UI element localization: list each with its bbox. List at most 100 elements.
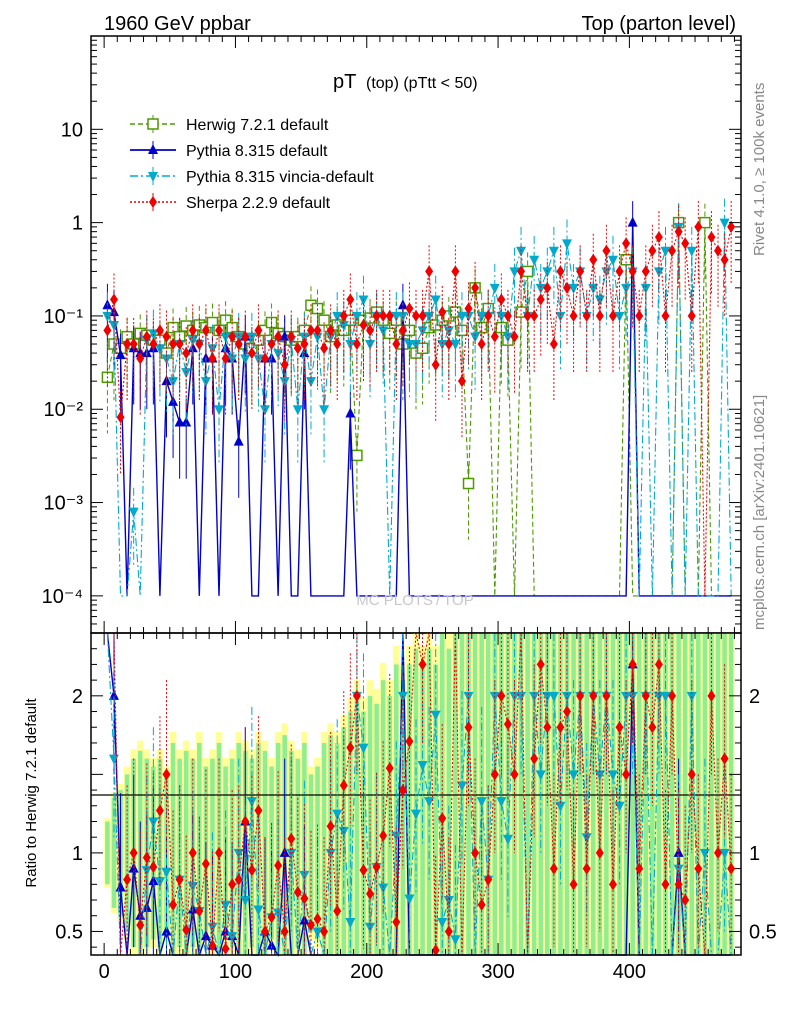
data-point <box>279 377 290 388</box>
data-point <box>471 281 480 294</box>
data-point <box>627 216 638 227</box>
data-point <box>214 405 225 416</box>
ratio-point <box>188 846 197 859</box>
ratio-point <box>312 927 323 938</box>
ratio-point <box>148 875 159 886</box>
band-green <box>321 742 327 955</box>
ratio-point <box>299 914 310 925</box>
data-point <box>588 283 599 294</box>
ratio-point <box>556 721 565 734</box>
ratio-point <box>260 925 269 938</box>
ratio-point <box>169 898 178 911</box>
data-point <box>464 302 473 315</box>
data-point <box>509 267 520 278</box>
band-green <box>728 633 734 955</box>
data-point <box>267 338 276 351</box>
ratio-point <box>430 710 441 721</box>
ratio-point <box>306 919 315 932</box>
data-point <box>391 311 402 322</box>
ratio-point <box>332 809 343 820</box>
ratio-point <box>142 851 151 864</box>
x-tick-label: 200 <box>350 961 383 983</box>
data-point <box>411 340 421 351</box>
data-point <box>300 338 309 351</box>
data-point <box>523 309 532 322</box>
data-point <box>181 368 192 379</box>
main-series-layer <box>101 198 736 597</box>
series-1 <box>102 201 732 597</box>
ratio-point <box>279 846 290 857</box>
ratio-point <box>215 846 224 859</box>
ratio-point <box>339 779 348 792</box>
data-point <box>714 244 723 257</box>
band-green <box>518 633 524 955</box>
ratio-point <box>719 848 730 859</box>
data-point <box>116 411 125 424</box>
band-green <box>105 821 110 885</box>
data-point <box>543 281 552 294</box>
ratio-point <box>589 689 598 702</box>
ratio-point <box>287 832 296 845</box>
data-point <box>149 338 158 351</box>
band-green <box>682 633 688 955</box>
ratio-point <box>155 804 164 817</box>
data-point <box>372 309 381 322</box>
data-point <box>142 330 151 343</box>
data-point <box>313 324 322 337</box>
data-point <box>136 352 145 365</box>
ratio-point <box>326 820 335 833</box>
ratio-point <box>313 912 322 925</box>
ratio-point <box>563 705 572 718</box>
ratio-point <box>346 741 355 754</box>
main-panel: MC PLOTS / TOP 10 1 10⁻¹ 10⁻² 10⁻³ 10⁻⁴ pT (t… <box>42 35 742 634</box>
data-point <box>274 330 283 343</box>
data-point <box>699 216 711 229</box>
data-point <box>450 340 461 351</box>
ratio-y-tick-label-left: 2 <box>72 686 83 708</box>
ratio-point <box>108 754 119 765</box>
ratio-panel: 2 2 1 1 0.5 0.5 Ratio to Herwig 7.2.1 default <box>23 632 777 958</box>
data-point <box>169 338 178 351</box>
band-green <box>295 758 301 948</box>
ratio-point <box>727 862 736 875</box>
data-point <box>404 340 415 351</box>
band-green <box>564 633 570 955</box>
ratio-point <box>418 658 427 671</box>
ratio-point <box>576 689 585 702</box>
band-green <box>643 633 649 955</box>
band-green <box>669 633 675 955</box>
data-point <box>687 309 696 322</box>
data-point <box>510 330 519 343</box>
ratio-point <box>405 735 414 748</box>
data-point <box>489 283 500 294</box>
data-point <box>707 231 716 244</box>
ratio-point <box>635 862 644 875</box>
header-left: 1960 GeV ppbar <box>104 13 251 35</box>
ratio-point <box>136 919 145 932</box>
ratio-point <box>562 691 573 702</box>
data-point <box>601 267 612 278</box>
data-point <box>430 295 441 306</box>
ratio-point <box>707 689 716 702</box>
data-point <box>293 342 302 355</box>
data-point <box>292 405 303 416</box>
ratio-point <box>385 762 394 775</box>
ratio-point <box>464 721 473 734</box>
band-green <box>525 633 530 955</box>
data-point <box>594 295 605 306</box>
ratio-point <box>274 859 283 872</box>
ratio-point <box>502 834 513 845</box>
ratio-point <box>358 743 369 754</box>
ratio-point <box>417 760 428 771</box>
data-point <box>582 309 591 322</box>
ratio-point <box>543 721 552 734</box>
ratio-point <box>720 752 729 765</box>
data-point <box>727 220 736 233</box>
ratio-point <box>581 833 592 844</box>
ratio-point <box>411 809 421 820</box>
watermark: MC PLOTS / TOP <box>356 592 473 609</box>
ratio-point <box>463 691 474 702</box>
data-point <box>535 283 546 294</box>
legend-marker-2 <box>148 172 158 182</box>
data-point <box>589 253 598 266</box>
